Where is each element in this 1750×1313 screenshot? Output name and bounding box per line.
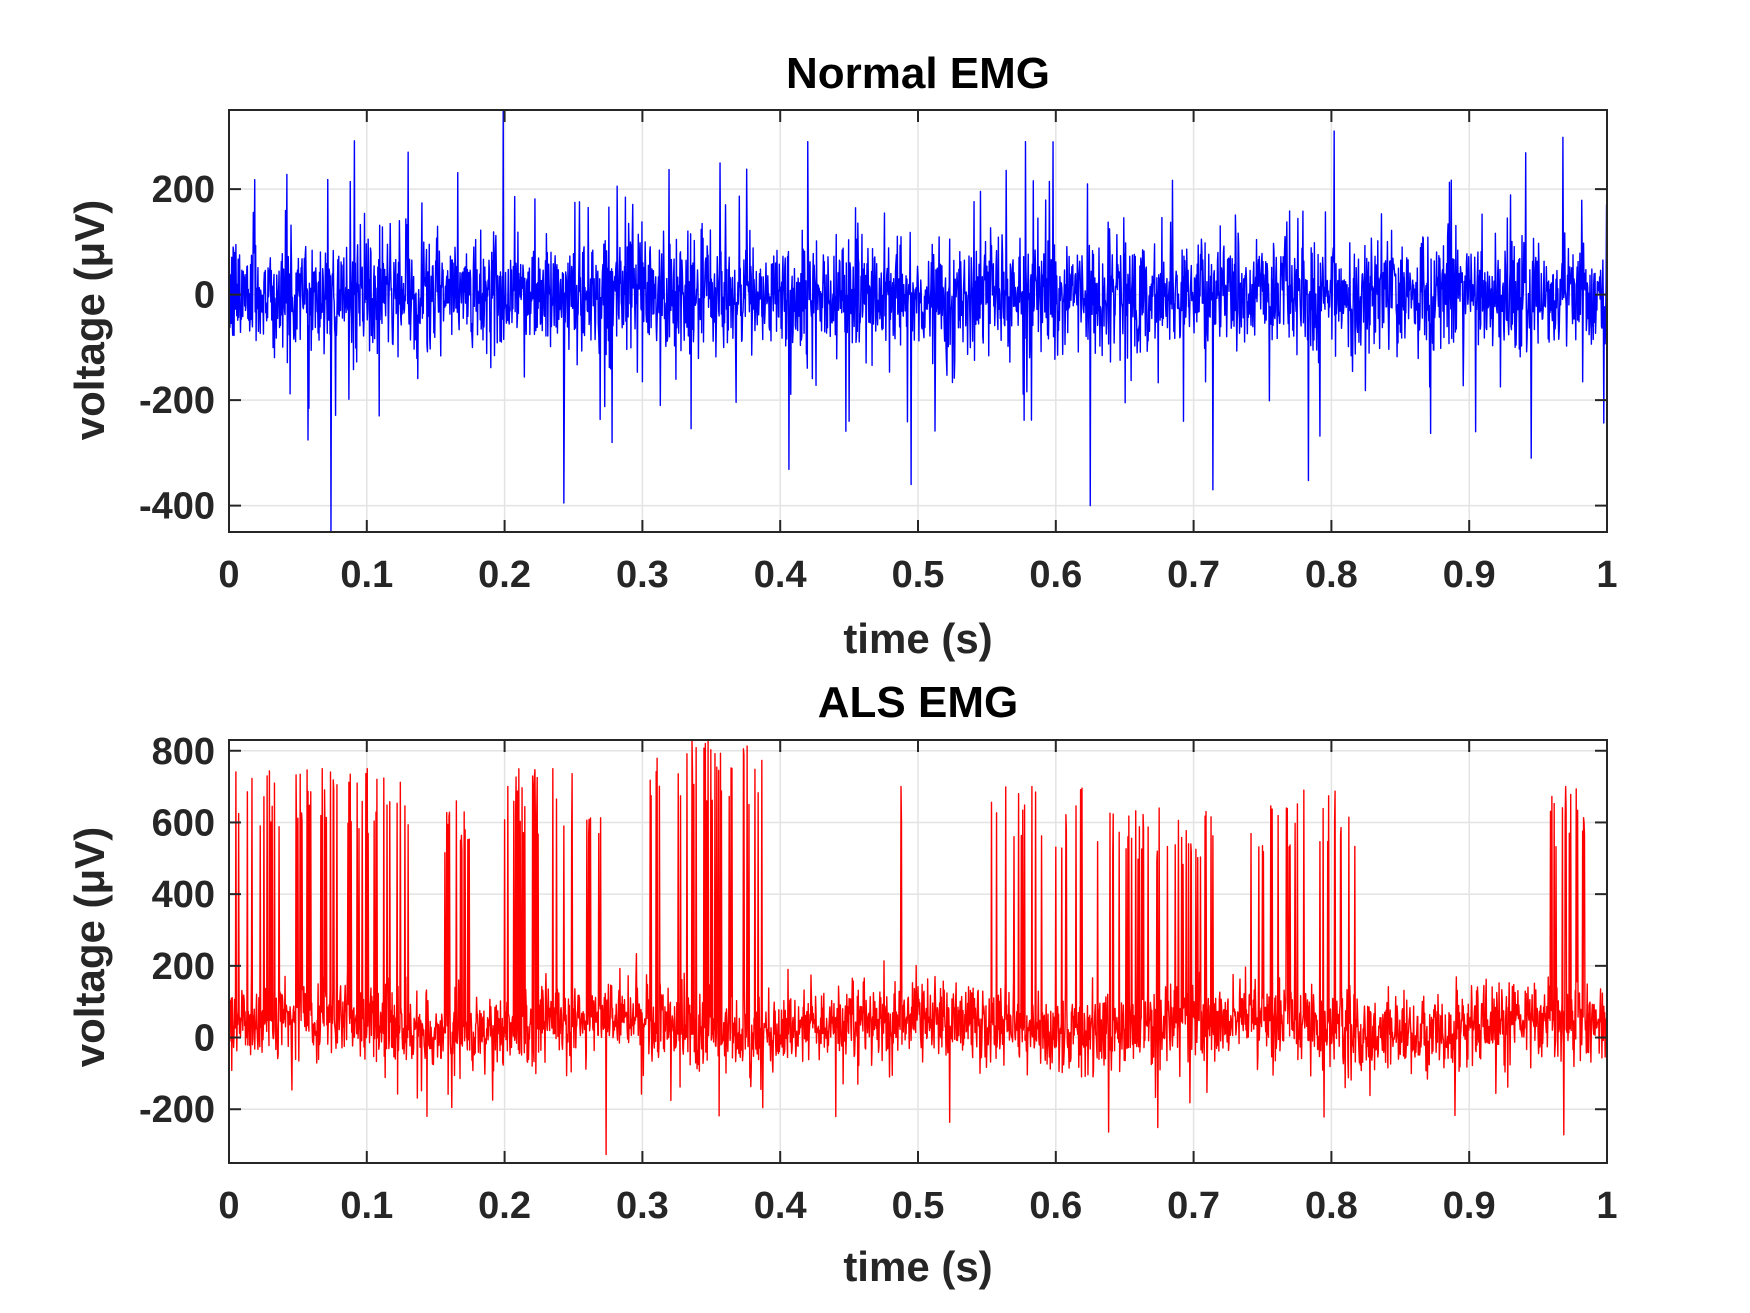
x-tick-label: 0.2 <box>478 1185 531 1227</box>
x-tick-label: 0.1 <box>340 554 393 596</box>
x-tick-label: 0.8 <box>1305 554 1358 596</box>
y-tick-label: 800 <box>152 731 215 773</box>
y-tick-label: 0 <box>194 275 215 317</box>
series-line <box>228 739 1608 1156</box>
y-tick-label: -200 <box>139 380 215 422</box>
x-tick-label: 0.9 <box>1443 1185 1496 1227</box>
x-tick-label: 0.8 <box>1305 1185 1358 1227</box>
chart-title: ALS EMG <box>818 678 1018 727</box>
x-tick-label: 0.1 <box>340 1185 393 1227</box>
x-tick-label: 1 <box>1596 554 1617 596</box>
x-tick-label: 0.6 <box>1029 1185 1082 1227</box>
als-emg-panel: ALS EMG 0 0.1 0.2 0.3 0.4 0.5 0.6 0.7 0.8 0.9 1 -20… <box>66 678 1618 1290</box>
x-tick-label: 0.7 <box>1167 1185 1220 1227</box>
y-tick-label: 0 <box>194 1018 215 1060</box>
y-axis-label: voltage (μV) <box>66 200 113 440</box>
x-tick-label: 0 <box>218 554 239 596</box>
x-tick-label: 0.6 <box>1029 554 1082 596</box>
y-tick-label: 600 <box>152 802 215 844</box>
axis-ticks: 0 0.1 0.2 0.3 0.4 0.5 0.6 0.7 0.8 0.9 1 -200 0 200 400… <box>139 731 1618 1227</box>
x-tick-label: 1 <box>1596 1185 1617 1227</box>
y-tick-label: 200 <box>152 946 215 988</box>
x-tick-label: 0.9 <box>1443 554 1496 596</box>
chart-title: Normal EMG <box>786 49 1050 98</box>
x-tick-label: 0.5 <box>892 554 945 596</box>
grid <box>228 740 1608 1163</box>
y-axis-label: voltage (μV) <box>66 827 113 1067</box>
y-tick-label: -200 <box>139 1089 215 1131</box>
x-axis-label: time (s) <box>843 615 992 662</box>
y-tick-label: 400 <box>152 874 215 916</box>
x-tick-label: 0.4 <box>754 1185 807 1227</box>
x-tick-label: 0.4 <box>754 554 807 596</box>
signal-trace <box>228 739 1608 1156</box>
y-tick-label: -400 <box>139 486 215 528</box>
y-tick-label: 200 <box>152 169 215 211</box>
x-tick-label: 0.7 <box>1167 554 1220 596</box>
x-tick-label: 0 <box>218 1185 239 1227</box>
series-line <box>228 109 1608 533</box>
x-tick-label: 0.5 <box>892 1185 945 1227</box>
axis-ticks: 0 0.1 0.2 0.3 0.4 0.5 0.6 0.7 0.8 0.9 1 -400 -200 0 20… <box>139 110 1618 596</box>
x-tick-label: 0.2 <box>478 554 531 596</box>
x-tick-label: 0.3 <box>616 554 669 596</box>
x-axis-label: time (s) <box>843 1243 992 1290</box>
x-tick-label: 0.3 <box>616 1185 669 1227</box>
normal-emg-panel: Normal EMG 0 0.1 0.2 0.3 0.4 0.5 0.6 0.7 0.8 0.9 1… <box>66 49 1618 662</box>
signal-trace <box>228 109 1608 533</box>
